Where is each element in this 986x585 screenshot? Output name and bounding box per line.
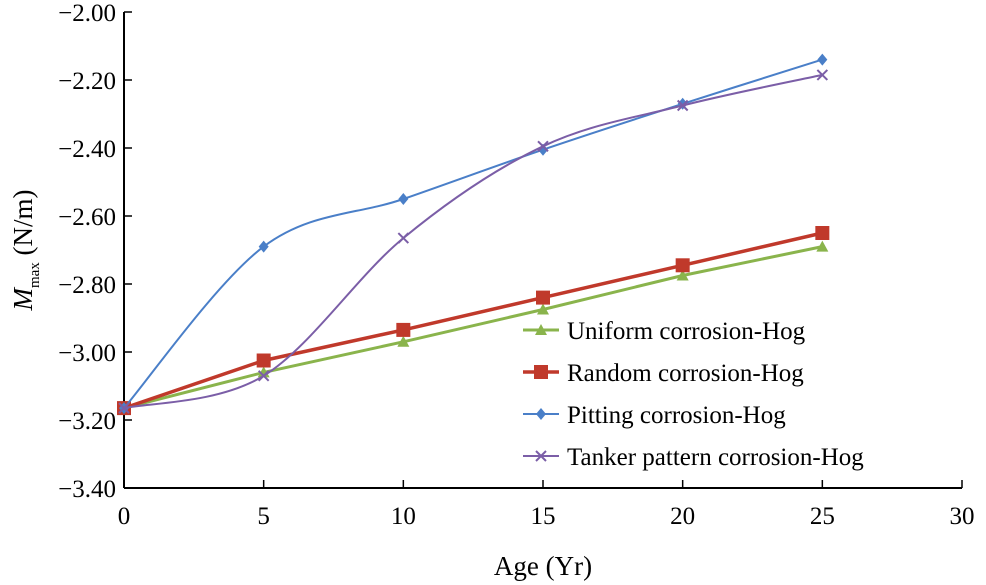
x-tick-label: 5 <box>257 503 270 530</box>
data-point-tanker <box>537 140 549 153</box>
data-point-pitting <box>398 193 409 205</box>
x-tick-label: 25 <box>810 503 835 530</box>
y-tick-label: −3.00 <box>58 340 116 367</box>
y-tick-label: −2.20 <box>58 68 116 95</box>
series-layer <box>117 53 830 416</box>
series-line-random <box>123 231 823 410</box>
data-point-tanker <box>676 99 689 112</box>
data-point-random <box>675 258 690 273</box>
series-line-pitting <box>123 58 823 409</box>
data-point-uniform <box>676 269 689 281</box>
legend-label: Uniform corrosion-Hog <box>567 318 806 345</box>
y-axis-label: Mmax (N/m) <box>8 189 43 311</box>
y-axis-label-subscript: max <box>27 262 43 288</box>
x-tick-label: 20 <box>670 503 695 530</box>
series-tanker <box>118 69 829 414</box>
series-line-tanker <box>123 73 823 410</box>
x-axis-label: Age (Yr) <box>494 551 592 581</box>
x-tick-label: 0 <box>118 503 131 530</box>
data-point-random <box>256 353 271 368</box>
legend-swatch-marker <box>535 324 547 335</box>
x-tick-label: 30 <box>950 503 975 530</box>
y-ticks: −3.40 −3.20 −3.00 −2.80 −2.60 −2.40 −2.20 −2.00 <box>58 0 132 503</box>
legend-label: Tanker pattern corrosion-Hog <box>567 444 864 471</box>
y-tick-label: −2.00 <box>58 0 116 27</box>
y-axis-label-main: M <box>8 287 38 312</box>
data-point-random <box>536 290 550 305</box>
data-point-random <box>396 322 411 337</box>
data-point-tanker <box>816 69 829 81</box>
legend-swatch-marker <box>535 450 547 462</box>
legend-item-uniform: Uniform corrosion-Hog <box>523 318 806 345</box>
x-tick-label: 15 <box>531 503 556 530</box>
data-point-random <box>815 226 830 240</box>
legend-label: Pitting corrosion-Hog <box>567 402 786 429</box>
data-point-uniform <box>816 240 829 252</box>
legend-label: Random corrosion-Hog <box>567 360 804 387</box>
data-point-pitting <box>258 240 269 253</box>
y-tick-label: −2.40 <box>58 136 116 163</box>
x-ticks: 0 5 10 15 20 25 30 <box>118 480 975 530</box>
legend-item-pitting: Pitting corrosion-Hog <box>523 402 786 429</box>
data-point-tanker <box>118 402 130 414</box>
x-tick-label: 10 <box>391 503 416 530</box>
data-point-tanker <box>257 370 270 382</box>
data-point-pitting <box>817 53 828 66</box>
y-axis-label-unit: (N/m) <box>8 189 38 262</box>
y-tick-label: −2.80 <box>58 272 116 299</box>
y-tick-label: −2.60 <box>58 204 116 231</box>
legend-swatch-marker <box>536 408 546 420</box>
y-tick-label: −3.40 <box>58 476 116 503</box>
data-point-tanker <box>397 232 410 244</box>
y-tick-label: −3.20 <box>58 408 116 435</box>
data-point-uniform <box>397 335 410 347</box>
series-line-uniform <box>123 245 823 410</box>
legend-swatch-marker <box>534 365 548 379</box>
legend: Uniform corrosion-Hog Random corrosion-Ho… <box>523 318 864 471</box>
legend-item-tanker: Tanker pattern corrosion-Hog <box>523 444 864 471</box>
legend-item-random: Random corrosion-Hog <box>523 360 804 387</box>
data-point-uniform <box>537 303 549 315</box>
